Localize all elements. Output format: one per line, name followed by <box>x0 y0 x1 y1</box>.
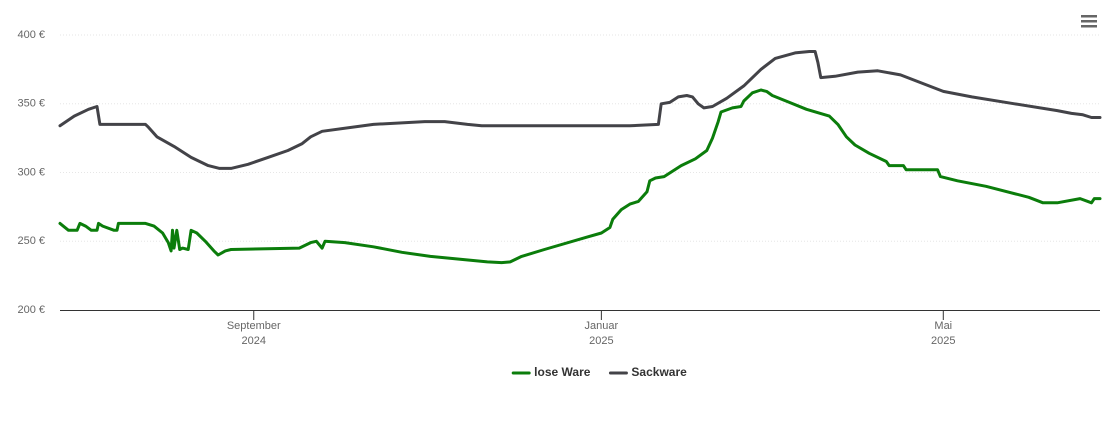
y-tick-label: 250 € <box>17 235 45 247</box>
series-line <box>58 50 1102 170</box>
x-tick-label: 2025 <box>931 335 955 347</box>
legend-label: lose Ware <box>534 365 591 379</box>
y-tick-label: 350 € <box>17 98 45 110</box>
legend-item[interactable]: lose Ware <box>511 365 591 379</box>
x-tick-label: 2024 <box>242 335 266 347</box>
menu-icon[interactable] <box>1081 15 1097 28</box>
legend: lose Ware Sackware <box>511 365 687 379</box>
y-tick-label: 300 € <box>17 166 45 178</box>
series-line <box>58 88 1102 265</box>
legend-item[interactable]: Sackware <box>608 365 687 379</box>
legend-label: Sackware <box>631 365 687 379</box>
x-tick-label: September <box>227 320 281 332</box>
x-tick-label: Mai <box>934 320 952 332</box>
y-tick-label: 400 € <box>17 29 45 41</box>
y-tick-label: 200 € <box>17 304 45 316</box>
x-tick-label: Januar <box>585 320 619 332</box>
x-tick-label: 2025 <box>589 335 613 347</box>
